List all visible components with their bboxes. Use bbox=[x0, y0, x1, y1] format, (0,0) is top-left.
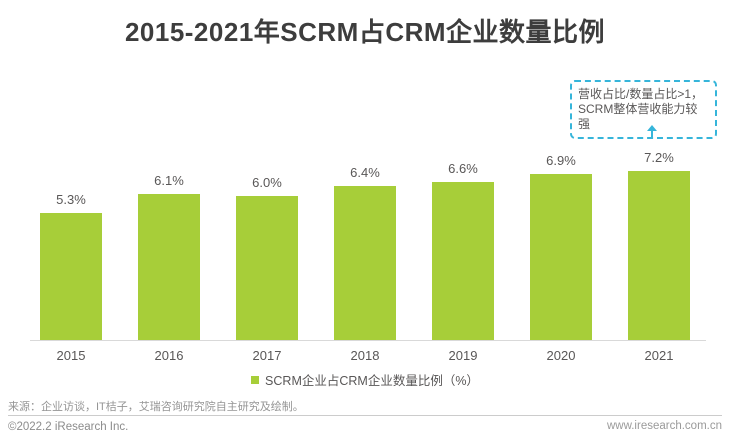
up-arrow-stem bbox=[651, 131, 653, 139]
bar-value-label: 6.6% bbox=[448, 161, 478, 176]
bar-column-2021: 7.2% bbox=[628, 150, 690, 340]
bar bbox=[138, 194, 200, 340]
annotation-line-1: 营收占比/数量占比>1， bbox=[578, 87, 704, 101]
bar-column-2015: 5.3% bbox=[40, 150, 102, 340]
bar-value-label: 7.2% bbox=[644, 150, 674, 165]
bar bbox=[530, 174, 592, 340]
separator-line bbox=[8, 415, 722, 416]
bar-column-2017: 6.0% bbox=[236, 150, 298, 340]
x-axis-label: 2021 bbox=[644, 348, 674, 363]
annotation-callout: 营收占比/数量占比>1， SCRM整体营收能力较强 bbox=[570, 80, 717, 139]
bar-value-label: 6.1% bbox=[154, 173, 184, 188]
bar bbox=[432, 182, 494, 340]
x-axis-label: 2020 bbox=[546, 348, 576, 363]
website-url: www.iresearch.com.cn bbox=[606, 420, 722, 432]
bar bbox=[628, 171, 690, 340]
copyright-text: ©2022.2 iResearch Inc. bbox=[8, 421, 129, 433]
x-axis-label: 2017 bbox=[252, 348, 282, 363]
bar bbox=[236, 196, 298, 340]
bar-value-label: 5.3% bbox=[56, 192, 86, 207]
legend-swatch-icon bbox=[251, 375, 260, 384]
bar bbox=[334, 186, 396, 340]
annotation-line-2: SCRM整体营收能力较强 bbox=[578, 102, 698, 131]
up-arrow-icon bbox=[646, 125, 658, 139]
x-axis-label: 2018 bbox=[350, 348, 380, 363]
bar bbox=[40, 213, 102, 340]
bar-chart-plot-area: 5.3% 6.1% 6.0% 6.4% 6.6% 6.9% 7.2% bbox=[40, 150, 690, 340]
x-axis-label: 2019 bbox=[448, 348, 478, 363]
bar-value-label: 6.9% bbox=[546, 153, 576, 168]
bar-column-2020: 6.9% bbox=[530, 150, 592, 340]
source-note: 来源：企业访谈，IT桔子，艾瑞咨询研究院自主研究及绘制。 bbox=[8, 401, 304, 413]
up-arrow-head bbox=[647, 125, 657, 131]
bar-column-2016: 6.1% bbox=[138, 150, 200, 340]
x-axis-label: 2015 bbox=[56, 348, 86, 363]
bar-value-label: 6.0% bbox=[252, 175, 282, 190]
x-axis-label: 2016 bbox=[154, 348, 184, 363]
bar-value-label: 6.4% bbox=[350, 165, 380, 180]
bar-column-2019: 6.6% bbox=[432, 150, 494, 340]
legend: SCRM企业占CRM企业数量比例（%） bbox=[0, 370, 730, 389]
legend-label: SCRM企业占CRM企业数量比例（%） bbox=[265, 374, 479, 388]
chart-title: 2015-2021年SCRM占CRM企业数量比例 bbox=[124, 17, 606, 47]
x-axis-labels: 2015 2016 2017 2018 2019 2020 2021 bbox=[40, 348, 690, 363]
x-axis-line bbox=[30, 340, 706, 341]
bar-column-2018: 6.4% bbox=[334, 150, 396, 340]
